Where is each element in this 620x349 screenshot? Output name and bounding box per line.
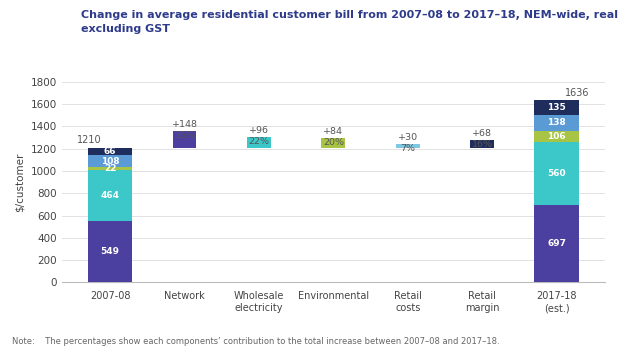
Text: +84: +84 <box>324 127 343 136</box>
Text: 549: 549 <box>100 247 120 256</box>
Bar <box>87 167 133 170</box>
Text: 22: 22 <box>104 164 117 173</box>
Bar <box>247 137 271 148</box>
Bar <box>534 131 579 142</box>
Text: 108: 108 <box>100 157 120 165</box>
Text: 7%: 7% <box>401 144 415 154</box>
Text: 560: 560 <box>547 169 566 178</box>
Bar <box>87 221 133 282</box>
Text: 697: 697 <box>547 239 566 248</box>
Bar <box>396 144 420 148</box>
Text: +68: +68 <box>472 129 492 138</box>
Bar <box>87 155 133 167</box>
Bar <box>87 170 133 221</box>
Bar <box>87 148 133 155</box>
Bar <box>321 138 345 148</box>
Text: +148: +148 <box>172 120 198 129</box>
Text: 16%: 16% <box>472 140 493 149</box>
Text: 1636: 1636 <box>565 88 590 98</box>
Bar <box>172 131 197 148</box>
Text: 22%: 22% <box>249 137 270 146</box>
Bar <box>534 205 579 282</box>
Text: 66: 66 <box>104 147 117 156</box>
Text: 1210: 1210 <box>77 135 102 146</box>
Bar <box>471 140 494 148</box>
Text: Change in average residential customer bill from 2007–08 to 2017–18, NEM-wide, r: Change in average residential customer b… <box>81 10 620 34</box>
Bar <box>534 142 579 205</box>
Bar <box>534 115 579 131</box>
Y-axis label: $/customer: $/customer <box>15 153 25 212</box>
Text: 135: 135 <box>547 103 566 112</box>
Text: 464: 464 <box>100 191 120 200</box>
Text: 138: 138 <box>547 118 566 127</box>
Bar <box>534 100 579 115</box>
Text: 20%: 20% <box>323 139 344 147</box>
Text: +30: +30 <box>397 133 418 142</box>
Text: Note:    The percentages show each components’ contribution to the total increas: Note: The percentages show each componen… <box>12 336 500 346</box>
Text: +96: +96 <box>249 126 269 135</box>
Text: 106: 106 <box>547 132 566 141</box>
Text: 35%: 35% <box>174 131 195 140</box>
